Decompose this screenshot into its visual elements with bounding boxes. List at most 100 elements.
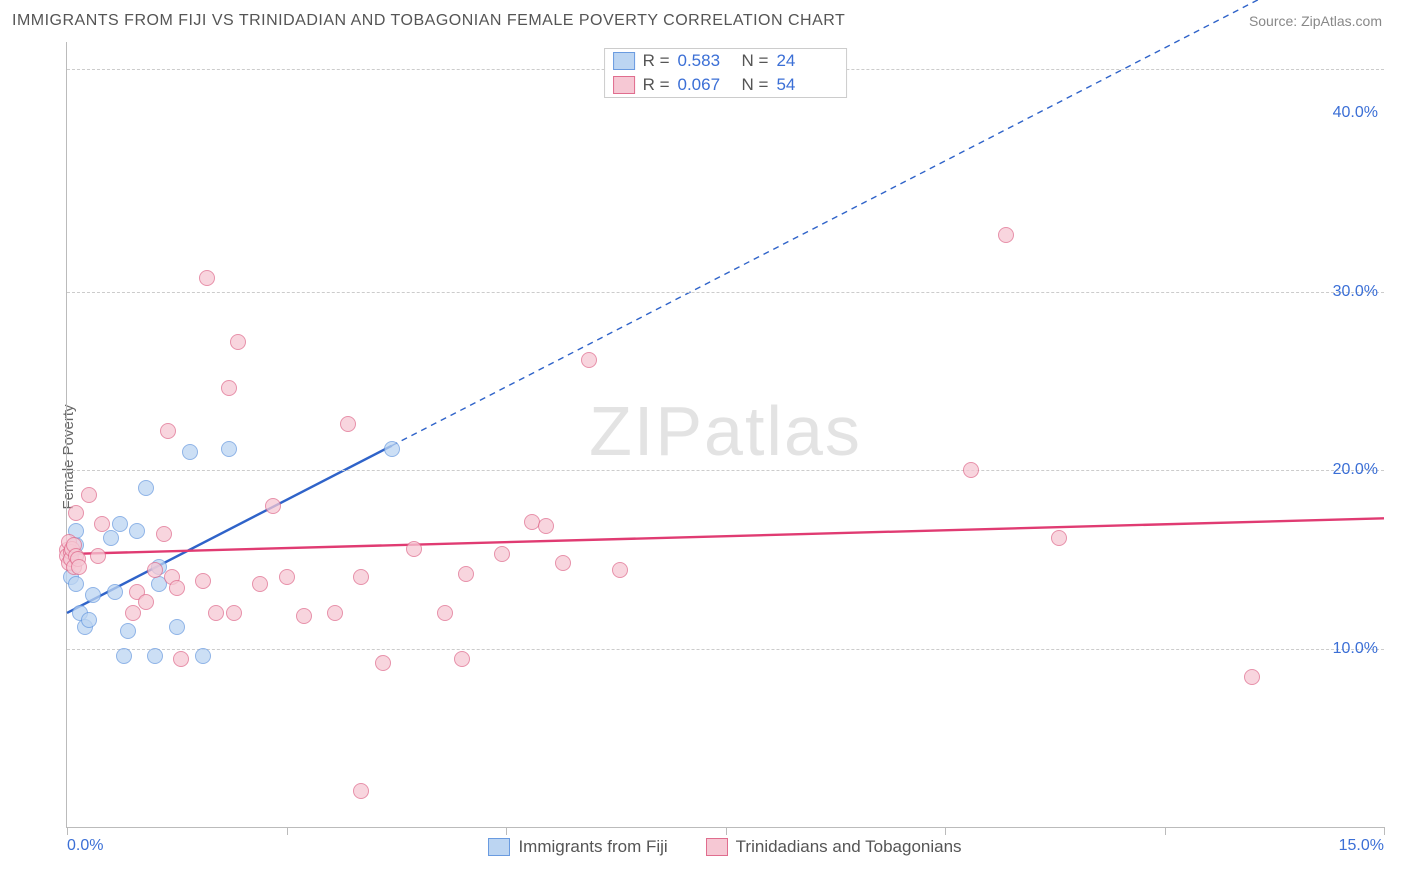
data-point-fiji <box>77 619 93 635</box>
data-point-trin <box>90 548 106 564</box>
data-point-fiji <box>107 584 123 600</box>
y-tick-label: 40.0% <box>1333 104 1378 122</box>
data-point-trin <box>353 783 369 799</box>
data-point-fiji <box>182 444 198 460</box>
data-point-trin <box>61 555 77 571</box>
legend-item-trin: Trinidadians and Tobagonians <box>706 837 962 857</box>
data-point-trin <box>94 516 110 532</box>
data-point-trin <box>68 548 84 564</box>
chart-source: Source: ZipAtlas.com <box>1249 13 1382 29</box>
data-point-trin <box>147 562 163 578</box>
swatch-fiji <box>613 52 635 70</box>
data-point-trin <box>138 594 154 610</box>
gridline <box>67 470 1384 471</box>
legend-item-fiji: Immigrants from Fiji <box>488 837 667 857</box>
data-point-trin <box>156 526 172 542</box>
data-point-trin <box>63 551 79 567</box>
chart-container: Female Poverty ZIPatlas R = 0.583 N = 24… <box>18 40 1388 874</box>
data-point-trin <box>279 569 295 585</box>
data-point-trin <box>173 651 189 667</box>
data-point-trin <box>1244 669 1260 685</box>
trend-lines <box>67 42 1384 827</box>
chart-title: IMMIGRANTS FROM FIJI VS TRINIDADIAN AND … <box>12 12 845 30</box>
data-point-trin <box>265 498 281 514</box>
data-point-fiji <box>68 523 84 539</box>
data-point-trin <box>353 569 369 585</box>
gridline <box>67 292 1384 293</box>
data-point-fiji <box>138 480 154 496</box>
data-point-fiji <box>151 559 167 575</box>
data-point-trin <box>64 541 80 557</box>
data-point-fiji <box>63 569 79 585</box>
data-point-fiji <box>129 523 145 539</box>
data-point-fiji <box>195 648 211 664</box>
gridline <box>67 649 1384 650</box>
trendline-fiji-extrapolated <box>392 0 1384 446</box>
data-point-trin <box>66 537 82 553</box>
data-point-trin <box>375 655 391 671</box>
data-point-fiji <box>68 576 84 592</box>
y-tick-label: 10.0% <box>1333 640 1378 658</box>
data-point-fiji <box>147 648 163 664</box>
data-point-trin <box>226 605 242 621</box>
data-point-trin <box>195 573 211 589</box>
data-point-trin <box>199 270 215 286</box>
data-point-trin <box>612 562 628 578</box>
data-point-fiji <box>103 530 119 546</box>
legend-row-trin: R = 0.067 N = 54 <box>605 73 847 97</box>
plot-area: ZIPatlas R = 0.583 N = 24 R = 0.067 N = … <box>66 42 1384 828</box>
data-point-trin <box>454 651 470 667</box>
swatch-trin <box>613 76 635 94</box>
data-point-trin <box>71 559 87 575</box>
data-point-fiji <box>116 648 132 664</box>
y-tick-label: 20.0% <box>1333 461 1378 479</box>
data-point-trin <box>59 542 75 558</box>
data-point-trin <box>252 576 268 592</box>
swatch-fiji-bottom <box>488 838 510 856</box>
data-point-trin <box>208 605 224 621</box>
data-point-fiji <box>85 587 101 603</box>
data-point-trin <box>494 546 510 562</box>
data-point-trin <box>68 505 84 521</box>
data-point-trin <box>1051 530 1067 546</box>
series-legend: Immigrants from Fiji Trinidadians and To… <box>66 832 1384 862</box>
data-point-fiji <box>120 623 136 639</box>
data-point-fiji <box>81 612 97 628</box>
data-point-fiji <box>384 441 400 457</box>
data-point-trin <box>160 423 176 439</box>
data-point-trin <box>169 580 185 596</box>
data-point-trin <box>221 380 237 396</box>
y-tick-label: 30.0% <box>1333 283 1378 301</box>
data-point-fiji <box>68 537 84 553</box>
data-point-trin <box>538 518 554 534</box>
data-point-trin <box>327 605 343 621</box>
data-point-trin <box>125 605 141 621</box>
swatch-trin-bottom <box>706 838 728 856</box>
data-point-trin <box>129 584 145 600</box>
data-point-trin <box>555 555 571 571</box>
data-point-fiji <box>169 619 185 635</box>
data-point-trin <box>998 227 1014 243</box>
data-point-trin <box>164 569 180 585</box>
data-point-trin <box>61 534 77 550</box>
data-point-fiji <box>63 548 79 564</box>
data-point-trin <box>458 566 474 582</box>
data-point-trin <box>81 487 97 503</box>
data-point-trin <box>406 541 422 557</box>
x-tick <box>1384 827 1385 835</box>
data-point-trin <box>437 605 453 621</box>
data-point-fiji <box>151 576 167 592</box>
data-point-trin <box>70 551 86 567</box>
data-point-trin <box>296 608 312 624</box>
data-point-trin <box>230 334 246 350</box>
data-point-fiji <box>221 441 237 457</box>
correlation-legend: R = 0.583 N = 24 R = 0.067 N = 54 <box>604 48 848 98</box>
data-point-trin <box>581 352 597 368</box>
watermark: ZIPatlas <box>589 391 862 471</box>
data-point-trin <box>63 544 79 560</box>
legend-row-fiji: R = 0.583 N = 24 <box>605 49 847 73</box>
data-point-fiji <box>72 605 88 621</box>
data-point-fiji <box>112 516 128 532</box>
data-point-trin <box>340 416 356 432</box>
data-point-trin <box>66 559 82 575</box>
